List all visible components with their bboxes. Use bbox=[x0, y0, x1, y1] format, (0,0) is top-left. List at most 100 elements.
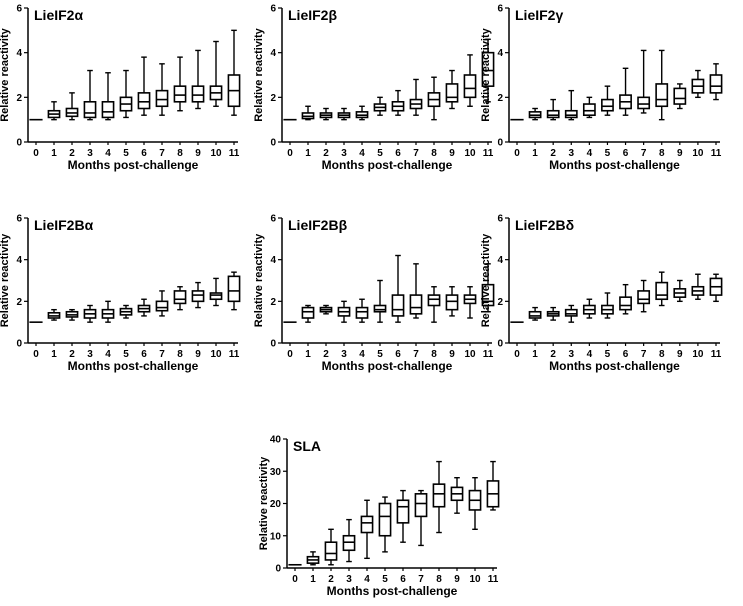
box-9 bbox=[445, 69, 459, 110]
y-tick-label: 0 bbox=[497, 339, 503, 350]
box-8 bbox=[427, 76, 441, 121]
x-tick-label: 3 bbox=[341, 349, 347, 360]
x-axis-title: Months post-challenge bbox=[322, 359, 453, 373]
iqr-box bbox=[209, 292, 223, 301]
chart-title: LieIF2Bα bbox=[34, 217, 94, 233]
iqr-box bbox=[355, 306, 369, 319]
x-tick-label: 4 bbox=[359, 349, 365, 360]
x-tick-label: 6 bbox=[395, 148, 401, 159]
box-10 bbox=[691, 69, 705, 99]
x-tick-label: 10 bbox=[210, 148, 222, 159]
chart-panel-4: 0 2 4 6 0 1 2 3 4 5 6 7 8 9 10 11 Months post-challenge R… bbox=[253, 214, 495, 373]
y-tick-label: 0 bbox=[497, 138, 503, 149]
chart-panel-5: 0 2 4 6 0 1 2 3 4 5 6 7 8 9 10 11 Months post-challenge R… bbox=[480, 214, 723, 373]
box-11 bbox=[481, 38, 495, 103]
box-4 bbox=[582, 298, 596, 319]
iqr-box bbox=[637, 290, 651, 305]
y-tick-label: 0 bbox=[270, 138, 276, 149]
box-2 bbox=[324, 528, 338, 566]
box-6 bbox=[619, 283, 632, 315]
x-tick-label: 0 bbox=[514, 349, 520, 360]
x-tick-label: 10 bbox=[469, 574, 481, 585]
box-2 bbox=[546, 306, 560, 321]
iqr-box bbox=[414, 493, 428, 518]
x-tick-label: 3 bbox=[341, 148, 347, 159]
x-tick-label: 3 bbox=[87, 148, 93, 159]
iqr-box bbox=[673, 87, 687, 105]
box-8 bbox=[432, 460, 446, 534]
chart-title: SLA bbox=[293, 438, 321, 454]
box-3 bbox=[342, 518, 356, 563]
y-tick-label: 0 bbox=[275, 564, 281, 575]
x-tick-label: 6 bbox=[395, 349, 401, 360]
box-2 bbox=[546, 98, 560, 121]
box-3 bbox=[83, 69, 97, 121]
box-11 bbox=[709, 63, 723, 101]
x-tick-label: 8 bbox=[659, 148, 665, 159]
box-6 bbox=[137, 298, 151, 317]
box-7 bbox=[637, 49, 651, 114]
y-tick-label: 4 bbox=[16, 48, 22, 59]
y-tick-label: 6 bbox=[270, 4, 276, 15]
box-7 bbox=[637, 279, 651, 313]
iqr-box bbox=[301, 306, 315, 319]
iqr-box bbox=[378, 502, 392, 537]
box-6 bbox=[619, 67, 632, 116]
iqr-box bbox=[83, 101, 97, 119]
x-tick-label: 4 bbox=[587, 148, 593, 159]
iqr-box bbox=[227, 275, 241, 303]
x-tick-label: 5 bbox=[123, 349, 129, 360]
iqr-box bbox=[173, 290, 187, 305]
y-tick-label: 2 bbox=[270, 297, 276, 308]
x-tick-label: 11 bbox=[229, 349, 240, 360]
iqr-box bbox=[427, 294, 441, 307]
x-tick-label: 5 bbox=[123, 148, 129, 159]
x-tick-label: 0 bbox=[292, 574, 298, 585]
x-tick-label: 5 bbox=[377, 148, 383, 159]
iqr-box bbox=[655, 281, 669, 301]
box-5 bbox=[378, 496, 392, 553]
x-tick-label: 1 bbox=[305, 349, 311, 360]
box-2 bbox=[319, 304, 333, 315]
y-tick-label: 6 bbox=[497, 4, 503, 15]
box-6 bbox=[391, 89, 405, 116]
x-tick-label: 7 bbox=[159, 349, 165, 360]
box-8 bbox=[427, 286, 441, 323]
box-6 bbox=[391, 254, 405, 323]
box-1 bbox=[301, 105, 315, 121]
chart-title: LieIF2Bβ bbox=[288, 217, 348, 233]
iqr-box bbox=[481, 51, 495, 87]
iqr-box bbox=[546, 109, 560, 119]
x-tick-label: 8 bbox=[177, 349, 183, 360]
box-4 bbox=[355, 105, 369, 121]
y-tick-label: 10 bbox=[270, 531, 282, 542]
box-4 bbox=[101, 300, 115, 323]
y-axis-title: Relative reactivity bbox=[0, 27, 11, 121]
y-tick-label: 0 bbox=[16, 138, 22, 149]
x-tick-label: 10 bbox=[692, 349, 704, 360]
x-tick-label: 11 bbox=[711, 148, 722, 159]
box-4 bbox=[360, 499, 374, 560]
chart-title: LieIF2Bδ bbox=[515, 217, 574, 233]
box-10 bbox=[691, 273, 705, 300]
box-2 bbox=[65, 92, 79, 121]
box-5 bbox=[601, 85, 614, 116]
box-1 bbox=[528, 306, 542, 321]
box-5 bbox=[373, 279, 387, 323]
iqr-box bbox=[173, 85, 187, 103]
x-tick-label: 8 bbox=[431, 349, 437, 360]
x-tick-label: 10 bbox=[464, 148, 476, 159]
x-tick-label: 1 bbox=[51, 349, 57, 360]
iqr-box bbox=[342, 534, 356, 552]
x-tick-label: 10 bbox=[692, 148, 704, 159]
box-11 bbox=[227, 271, 241, 311]
chart-title: LieIF2γ bbox=[515, 7, 563, 23]
iqr-box bbox=[324, 541, 338, 561]
box-6 bbox=[137, 56, 151, 116]
box-3 bbox=[564, 89, 578, 121]
x-tick-label: 1 bbox=[532, 349, 538, 360]
box-9 bbox=[445, 286, 459, 317]
x-tick-label: 2 bbox=[69, 349, 75, 360]
x-tick-label: 0 bbox=[33, 148, 39, 159]
y-tick-label: 6 bbox=[497, 214, 503, 225]
